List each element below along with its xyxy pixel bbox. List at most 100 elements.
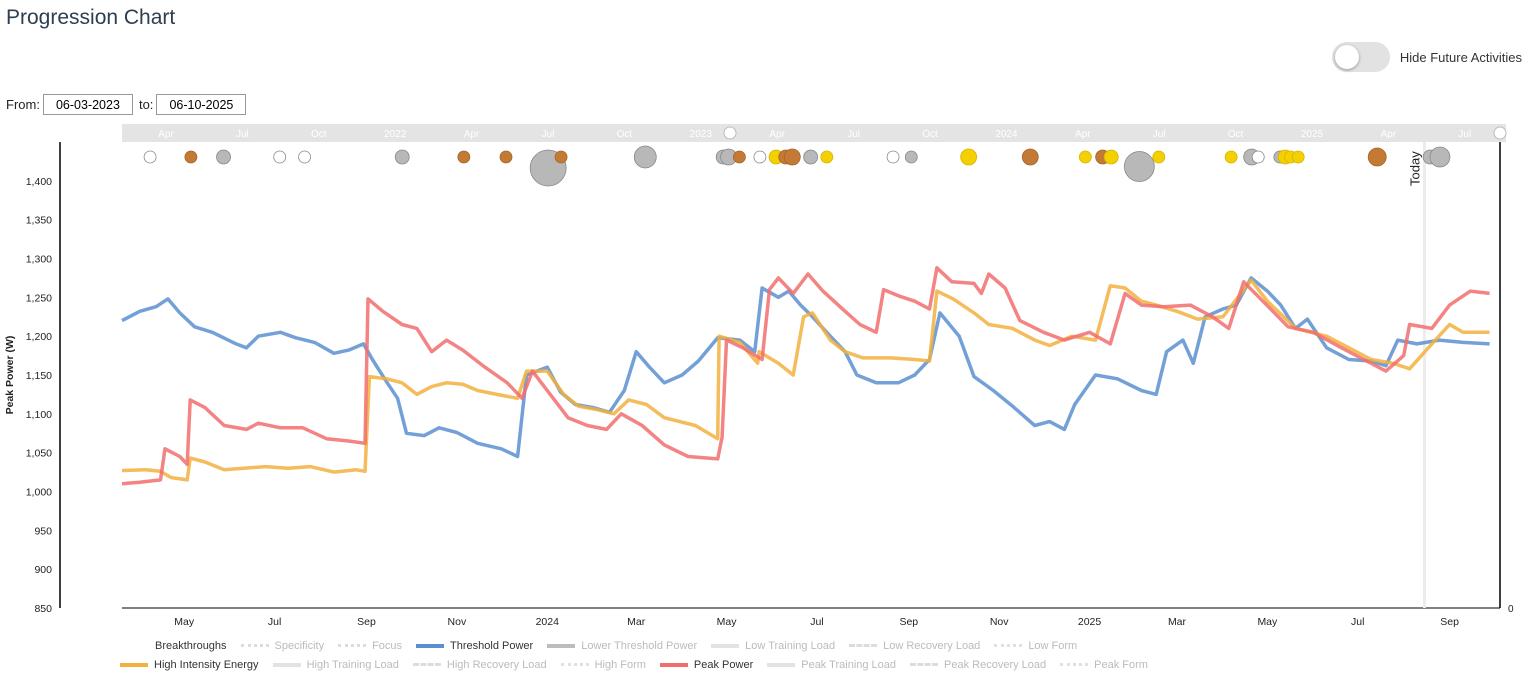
legend-item-peak-form[interactable]: Peak Form [1060,659,1148,671]
breakthrough-marker[interactable] [1429,146,1451,168]
breakthrough-marker[interactable] [457,150,471,164]
y-tick-label: 1,000 [26,487,52,499]
legend-label: High Training Load [306,658,399,671]
y-tick-label: 950 [34,525,52,537]
navigator-tick-label: Jul [1458,129,1471,140]
x-tick-label: Nov [448,616,467,628]
legend-label: Focus [372,639,403,652]
breakthrough-marker[interactable] [1224,150,1238,164]
legend-label: Low Training Load [745,639,836,652]
legend-item-high-training-load[interactable]: High Training Load [272,658,399,671]
legend-label: Low Form [1028,639,1078,652]
breakthrough-marker[interactable] [1021,148,1039,166]
navigator-handle-right[interactable] [1493,126,1507,140]
hide-future-toggle-group: Hide Future Activities [1331,42,1522,72]
hide-future-activities-toggle[interactable] [1331,42,1390,72]
legend-item-peak-recovery-load[interactable]: Peak Recovery Load [910,659,1046,671]
legend-item-low-recovery-load[interactable]: Low Recovery Load [849,640,980,652]
legend-item-breakthroughs[interactable]: Breakthroughs [155,640,227,652]
legend-label: Peak Recovery Load [944,658,1047,671]
breakthrough-marker[interactable] [1123,151,1155,182]
legend-swatch [767,662,796,667]
breakthrough-marker[interactable] [1251,150,1265,164]
legend-item-lower-threshold-power[interactable]: Lower Threshold Power [547,640,697,652]
breakthrough-marker[interactable] [820,150,834,164]
y-tick-label: 1,150 [26,370,52,382]
breakthrough-marker[interactable] [960,148,978,166]
legend-label: Lower Threshold Power [581,639,698,652]
x-tick-label: Jul [810,616,823,628]
navigator-tick-label: 2022 [384,129,407,140]
legend-swatch [272,662,301,667]
breakthrough-marker[interactable] [803,149,819,165]
today-label: Today [1407,151,1422,186]
legend-swatch [120,662,148,667]
legend-item-peak-training-load[interactable]: Peak Training Load [767,659,896,671]
breakthrough-marker[interactable] [1078,150,1092,164]
x-tick-label: Mar [627,616,646,628]
y-tick-label: 1,250 [26,292,52,304]
right-axis-tick-label: 0 [1508,604,1514,615]
legend-item-specificity[interactable]: Specificity [240,639,325,652]
breakthrough-marker[interactable] [1291,150,1305,164]
breakthrough-marker[interactable] [143,150,157,164]
legend-item-threshold-power[interactable]: Threshold Power [416,640,533,652]
x-tick-label: May [717,616,738,628]
series-line-threshold-power [121,276,1490,459]
breakthrough-marker[interactable] [753,150,767,164]
legend-item-high-recovery-load[interactable]: High Recovery Load [412,658,547,671]
navigator-tick-label: 2025 [1301,129,1324,140]
y-tick-label: 1,400 [26,176,52,188]
legend-label: Low Recovery Load [883,639,981,652]
breakthrough-marker[interactable] [499,150,513,164]
breakthrough-marker[interactable] [554,150,568,164]
navigator-handle-left[interactable] [723,126,737,140]
series-line-peak-power [121,266,1490,486]
navigator-tick-label: Jul [1153,129,1166,140]
legend-swatch [994,644,1023,647]
x-tick-label: May [1257,616,1278,628]
breakthrough-marker[interactable] [1367,147,1387,167]
legend-label: Specificity [274,639,325,652]
legend-label: Threshold Power [450,639,534,652]
breakthrough-marker[interactable] [1103,149,1119,165]
breakthrough-marker[interactable] [184,150,198,164]
legend-item-focus[interactable]: Focus [338,640,402,652]
navigator-tick-label: 2023 [690,129,713,140]
from-date-input[interactable] [42,94,133,115]
y-tick-label: 1,050 [26,448,52,460]
breakthrough-marker[interactable] [633,145,657,169]
breakthrough-marker[interactable] [904,150,918,164]
breakthrough-marker[interactable] [732,150,746,164]
legend-item-peak-power[interactable]: Peak Power [659,658,754,671]
legend-item-low-form[interactable]: Low Form [994,640,1077,652]
to-date-input[interactable] [156,94,247,115]
y-tick-label: 1,200 [26,331,52,343]
date-range: From: to: [6,94,250,115]
navigator-tick-label: Jul [847,129,860,140]
x-tick-label: Nov [990,616,1009,628]
breakthrough-marker[interactable] [783,148,801,166]
navigator-tick-label: 2024 [995,129,1018,140]
navigator-tick-label: Apr [1075,129,1091,140]
legend-row: High Intensity Energy High Training Load H… [120,655,1520,674]
breakthrough-marker[interactable] [216,149,231,165]
hide-future-activities-label: Hide Future Activities [1399,49,1522,65]
legend-item-low-training-load[interactable]: Low Training Load [711,640,835,652]
breakthrough-marker[interactable] [298,150,311,164]
x-tick-label: Sep [899,616,918,628]
legend-swatch [560,663,589,666]
navigator-tick-label: Apr [769,129,785,140]
legend-label: Peak Power [693,658,754,671]
breakthrough-marker[interactable] [394,149,410,165]
breakthrough-marker[interactable] [1152,150,1166,164]
legend-item-high-intensity-energy[interactable]: High Intensity Energy [120,659,259,671]
legend-item-high-form[interactable]: High Form [560,659,646,671]
navigator-tick-label: Oct [617,129,633,140]
breakthrough-marker[interactable] [886,150,900,164]
x-tick-label: May [174,616,195,628]
from-label: From: [6,97,40,112]
breakthrough-marker[interactable] [273,150,287,164]
navigator-tick-label: Jul [236,129,249,140]
legend-label: High Recovery Load [446,658,547,671]
